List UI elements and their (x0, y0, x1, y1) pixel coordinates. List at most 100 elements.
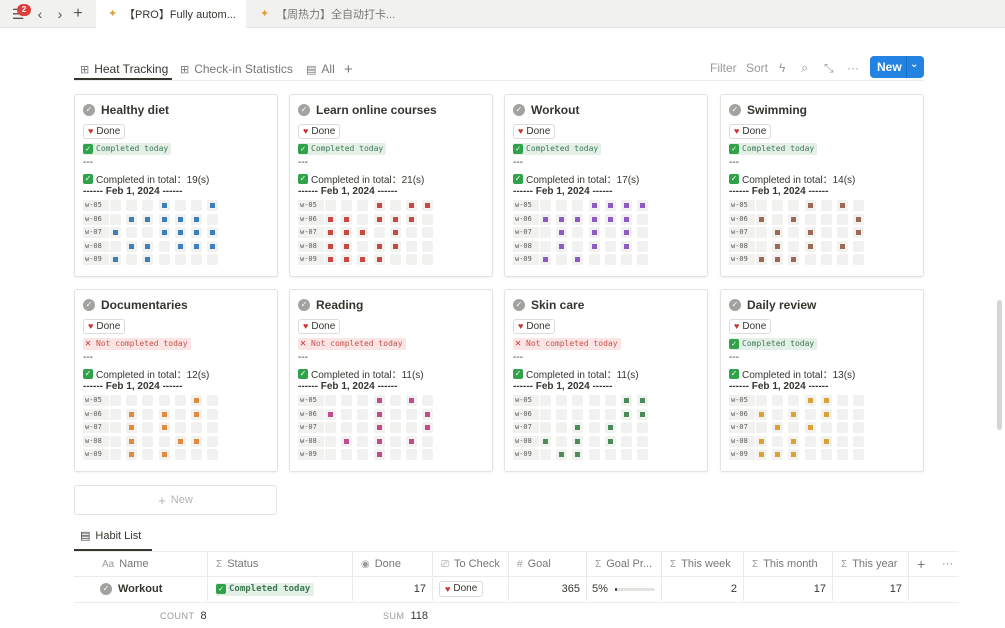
heatmap-cell-empty (837, 449, 848, 460)
automation-icon[interactable]: ϟ (779, 61, 786, 75)
done-button[interactable]: ♥ Done (298, 319, 341, 334)
card-title: ✓ Documentaries (83, 298, 188, 312)
heatmap-cell-empty (357, 213, 369, 225)
done-button[interactable]: ♥ Done (83, 319, 126, 334)
column-header-goal[interactable]: # Goal (509, 552, 587, 576)
column-header-done[interactable]: ◉ Done (353, 552, 433, 576)
heatmap-cell-filled (621, 395, 632, 406)
heatmap-cell-filled (341, 435, 353, 447)
sort-button[interactable]: Sort (746, 61, 769, 75)
back-icon[interactable]: ‹ (37, 6, 43, 22)
check-in-mark (607, 216, 613, 222)
check-circle-icon: ✓ (729, 299, 741, 311)
done-button[interactable]: ♥ Done (729, 124, 772, 139)
tab-habit-list[interactable]: ▤ Habit List (80, 529, 141, 543)
status-badge: ✓ Completed today (216, 582, 315, 596)
done-button[interactable]: ♥ Done (298, 124, 341, 139)
progress-text: 5% (592, 583, 608, 595)
tab-heat-tracking[interactable]: ⊞ Heat Tracking (80, 60, 168, 78)
done-button[interactable]: ♥ Done (729, 319, 772, 334)
sum-summary[interactable]: SUM 118 (383, 610, 428, 622)
count-summary[interactable]: COUNT 8 (160, 610, 207, 622)
add-view-icon[interactable]: + (344, 60, 353, 78)
column-header-this-month[interactable]: Σ This month (744, 552, 833, 576)
heatmap-cell-empty (637, 435, 649, 447)
check-circle-icon: ✓ (83, 104, 95, 116)
date-heading: ------ Feb 1, 2024 ------ (513, 381, 613, 392)
browser-tab-pro[interactable]: ✦ 【PRO】Fully autom... (96, 0, 246, 28)
browser-tab-cn[interactable]: ✦ 【周热力】全自动打卡... (248, 0, 398, 28)
table-icon: ▤ (306, 63, 317, 76)
total-completed: ✓ Completed in total：14(s) (729, 171, 855, 186)
heatmap-cell-empty (341, 395, 353, 406)
done-button[interactable]: ♥ Done (439, 581, 484, 597)
check-mark-icon: ✓ (513, 144, 523, 154)
more-options-icon[interactable]: ··· (942, 558, 953, 570)
expand-icon[interactable]: ⤡ (824, 60, 834, 75)
habit-card[interactable]: ✓ Daily review ♥ Done ✓ Completed today --- ✓ Co… (720, 289, 924, 472)
heatmap-cell-empty (325, 435, 336, 447)
check-in-mark (129, 438, 135, 444)
habit-card[interactable]: ✓ Workout ♥ Done ✓ Completed today --- ✓ Complet… (504, 94, 708, 277)
new-button[interactable]: New ⌄ (870, 56, 924, 78)
heatmap-cell-empty (588, 449, 600, 460)
heatmap-cell-filled (422, 408, 434, 420)
column-header-this-week[interactable]: Σ This week (662, 552, 744, 576)
column-header-goal-progress[interactable]: Σ Goal Pr... (587, 552, 662, 576)
heatmap-cell-empty (325, 449, 336, 460)
done-button[interactable]: ♥ Done (83, 124, 126, 139)
scrollbar[interactable] (997, 300, 1002, 430)
chevron-down-icon[interactable]: ⌄ (910, 59, 919, 70)
heatmap-cell-empty (110, 200, 121, 211)
check-in-mark (425, 425, 431, 430)
heart-icon: ♥ (445, 584, 451, 594)
done-button[interactable]: ♥ Done (513, 124, 556, 139)
date-heading: ------ Feb 1, 2024 ------ (298, 186, 398, 197)
column-header-name[interactable]: Aa Name (96, 552, 208, 576)
column-header-to-check[interactable]: ⎚ To Check (433, 552, 509, 576)
search-icon[interactable]: ⌕ (801, 60, 809, 75)
add-column-icon[interactable]: + (917, 556, 926, 572)
check-in-mark (129, 425, 135, 430)
forward-icon[interactable]: › (57, 6, 63, 22)
habit-card[interactable]: ✓ Learn online courses ♥ Done ✓ Completed tod… (289, 94, 493, 277)
heatmap-cell-empty (588, 422, 600, 433)
heatmap-cell-empty (110, 213, 121, 225)
heatmap-cell-filled (325, 227, 336, 238)
habit-card[interactable]: ✓ Healthy diet ♥ Done ✓ Completed today --- ✓ Co… (74, 94, 278, 277)
check-in-mark (823, 411, 829, 417)
habit-card[interactable]: ✓ Reading ♥ Done ✕ Not completed today --- ✓ Com… (289, 289, 493, 472)
tab-check-in-statistics[interactable]: ⊞ Check-in Statistics (180, 60, 293, 78)
divider (74, 602, 959, 603)
column-header-this-year[interactable]: Σ This year (833, 552, 909, 576)
heatmap-cell-filled (621, 200, 632, 211)
check-in-mark (376, 452, 382, 457)
heatmap-cell-filled (207, 200, 219, 211)
heatmap-cell-empty (804, 254, 816, 265)
filter-button[interactable]: Filter (710, 61, 737, 75)
heatmap-cell-filled (804, 227, 816, 238)
check-in-mark (775, 230, 781, 235)
heatmap-cell-empty (406, 227, 417, 238)
habit-card[interactable]: ✓ Skin care ♥ Done ✕ Not completed today --- ✓ C… (504, 289, 708, 472)
number-icon: # (517, 558, 523, 570)
check-in-mark (791, 216, 797, 222)
heatmap-cell-empty (621, 449, 632, 460)
habit-card[interactable]: ✓ Documentaries ♥ Done ✕ Not completed today -… (74, 289, 278, 472)
heatmap-cell-filled (341, 227, 353, 238)
tab-all[interactable]: ▤ All (306, 60, 335, 78)
table-cell-name[interactable]: ✓ Workout (96, 577, 208, 601)
more-options-icon[interactable]: ··· (847, 61, 859, 75)
check-circle-icon: ✓ (83, 299, 95, 311)
add-card-button[interactable]: + New (74, 485, 277, 515)
done-button[interactable]: ♥ Done (513, 319, 556, 334)
check-in-mark (210, 203, 216, 208)
new-tab-icon[interactable]: + (73, 5, 83, 22)
heatmap-cell-empty (325, 395, 336, 406)
habit-card[interactable]: ✓ Swimming ♥ Done ✓ Completed today --- ✓ Comple… (720, 94, 924, 277)
check-in-mark (823, 398, 829, 403)
heatmap-cell-filled (621, 213, 632, 225)
column-header-status[interactable]: Σ Status (208, 552, 353, 576)
week-label: w-09 (729, 449, 755, 460)
check-in-mark (759, 438, 764, 444)
